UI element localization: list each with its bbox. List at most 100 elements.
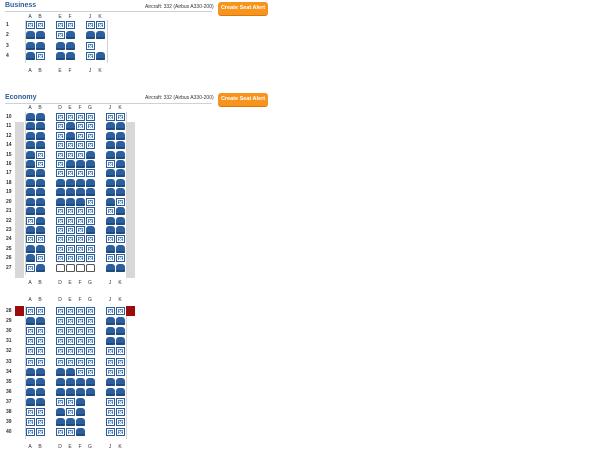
seat-37B-available[interactable] [35,397,45,406]
seat-35K-available[interactable] [115,377,125,386]
seat-38F-available[interactable] [75,408,85,416]
seat-38K-occupied[interactable] [115,408,125,416]
seat-4B-occupied[interactable] [35,51,45,60]
seat-38A-occupied[interactable] [25,408,35,416]
seat-2K-available[interactable] [95,31,105,40]
seat-22B-available[interactable] [35,216,45,225]
seat-34D-available[interactable] [55,367,65,376]
seat-17J-available[interactable] [105,169,115,178]
seat-28F-occupied[interactable] [75,307,85,315]
seat-30E-occupied[interactable] [65,327,75,336]
seat-3F-available[interactable] [65,41,75,50]
seat-14F-occupied[interactable] [75,141,85,150]
seat-37E-occupied[interactable] [65,397,75,406]
seat-37K-occupied[interactable] [115,397,125,406]
seat-30A-occupied[interactable] [25,327,35,336]
seat-29E-occupied[interactable] [65,317,75,326]
seat-3E-available[interactable] [55,41,65,50]
seat-22D-occupied[interactable] [55,216,65,225]
seat-14G-occupied[interactable] [85,141,95,150]
seat-3A-available[interactable] [25,41,35,50]
seat-10K-occupied[interactable] [115,113,125,121]
seat-40J-occupied[interactable] [105,428,115,437]
seat-15F-occupied[interactable] [75,150,85,159]
seat-10E-occupied[interactable] [65,113,75,121]
seat-34G-occupied[interactable] [85,367,95,376]
seat-25D-occupied[interactable] [55,244,65,253]
seat-24G-occupied[interactable] [85,235,95,244]
seat-29A-available[interactable] [25,317,35,326]
seat-31D-occupied[interactable] [55,337,65,346]
seat-29G-occupied[interactable] [85,317,95,326]
seat-39A-occupied[interactable] [25,418,35,427]
seat-21E-occupied[interactable] [65,207,75,216]
seat-34K-occupied[interactable] [115,367,125,376]
seat-2J-available[interactable] [85,31,95,40]
seat-25F-occupied[interactable] [75,244,85,253]
seat-27G-bassinet-seat[interactable] [85,263,95,272]
seat-20D-available[interactable] [55,197,65,206]
seat-21J-occupied[interactable] [105,207,115,216]
seat-37F-available[interactable] [75,397,85,406]
seat-22G-occupied[interactable] [85,216,95,225]
seat-25K-available[interactable] [115,244,125,253]
seat-24B-occupied[interactable] [35,235,45,244]
seat-14E-occupied[interactable] [65,141,75,150]
seat-11F-occupied[interactable] [75,122,85,131]
seat-23K-available[interactable] [115,225,125,234]
seat-23F-occupied[interactable] [75,225,85,234]
seat-2B-available[interactable] [35,31,45,40]
seat-30B-occupied[interactable] [35,327,45,336]
seat-36B-available[interactable] [35,387,45,396]
seat-17E-occupied[interactable] [65,169,75,178]
seat-25J-available[interactable] [105,244,115,253]
seat-19D-available[interactable] [55,188,65,197]
seat-12G-occupied[interactable] [85,131,95,140]
seat-26D-occupied[interactable] [55,254,65,263]
seat-11K-available[interactable] [115,122,125,131]
seat-19B-available[interactable] [35,188,45,197]
seat-28G-occupied[interactable] [85,307,95,315]
seat-21B-available[interactable] [35,207,45,216]
seat-16K-available[interactable] [115,160,125,169]
seat-11D-occupied[interactable] [55,122,65,131]
seat-11A-available[interactable] [25,122,35,131]
seat-36G-available[interactable] [85,387,95,396]
seat-24F-occupied[interactable] [75,235,85,244]
seat-15J-available[interactable] [105,150,115,159]
seat-31E-occupied[interactable] [65,337,75,346]
seat-15E-occupied[interactable] [65,150,75,159]
seat-29F-occupied[interactable] [75,317,85,326]
seat-35E-available[interactable] [65,377,75,386]
seat-29B-available[interactable] [35,317,45,326]
seat-11G-occupied[interactable] [85,122,95,131]
seat-26J-occupied[interactable] [105,254,115,263]
seat-10A-available[interactable] [25,113,35,121]
seat-27E-bassinet-seat[interactable] [65,263,75,272]
seat-2F-available[interactable] [65,31,75,40]
seat-15B-occupied[interactable] [35,150,45,159]
seat-18D-available[interactable] [55,178,65,187]
seat-30J-available[interactable] [105,327,115,336]
seat-26A-available[interactable] [25,254,35,263]
seat-36E-available[interactable] [65,387,75,396]
seat-10J-occupied[interactable] [105,113,115,121]
seat-2A-available[interactable] [25,31,35,40]
seat-19K-available[interactable] [115,188,125,197]
seat-30D-occupied[interactable] [55,327,65,336]
seat-27D-bassinet-seat[interactable] [55,263,65,272]
seat-26K-occupied[interactable] [115,254,125,263]
seat-12J-available[interactable] [105,131,115,140]
seat-11B-available[interactable] [35,122,45,131]
seat-32G-occupied[interactable] [85,347,95,356]
seat-27K-available[interactable] [115,263,125,272]
seat-31G-occupied[interactable] [85,337,95,346]
seat-21D-occupied[interactable] [55,207,65,216]
seat-20K-occupied[interactable] [115,197,125,206]
seat-19G-available[interactable] [85,188,95,197]
seat-34E-available[interactable] [65,367,75,376]
seat-16D-occupied[interactable] [55,160,65,169]
seat-38J-occupied[interactable] [105,408,115,416]
seat-12A-available[interactable] [25,131,35,140]
seat-15A-available[interactable] [25,150,35,159]
